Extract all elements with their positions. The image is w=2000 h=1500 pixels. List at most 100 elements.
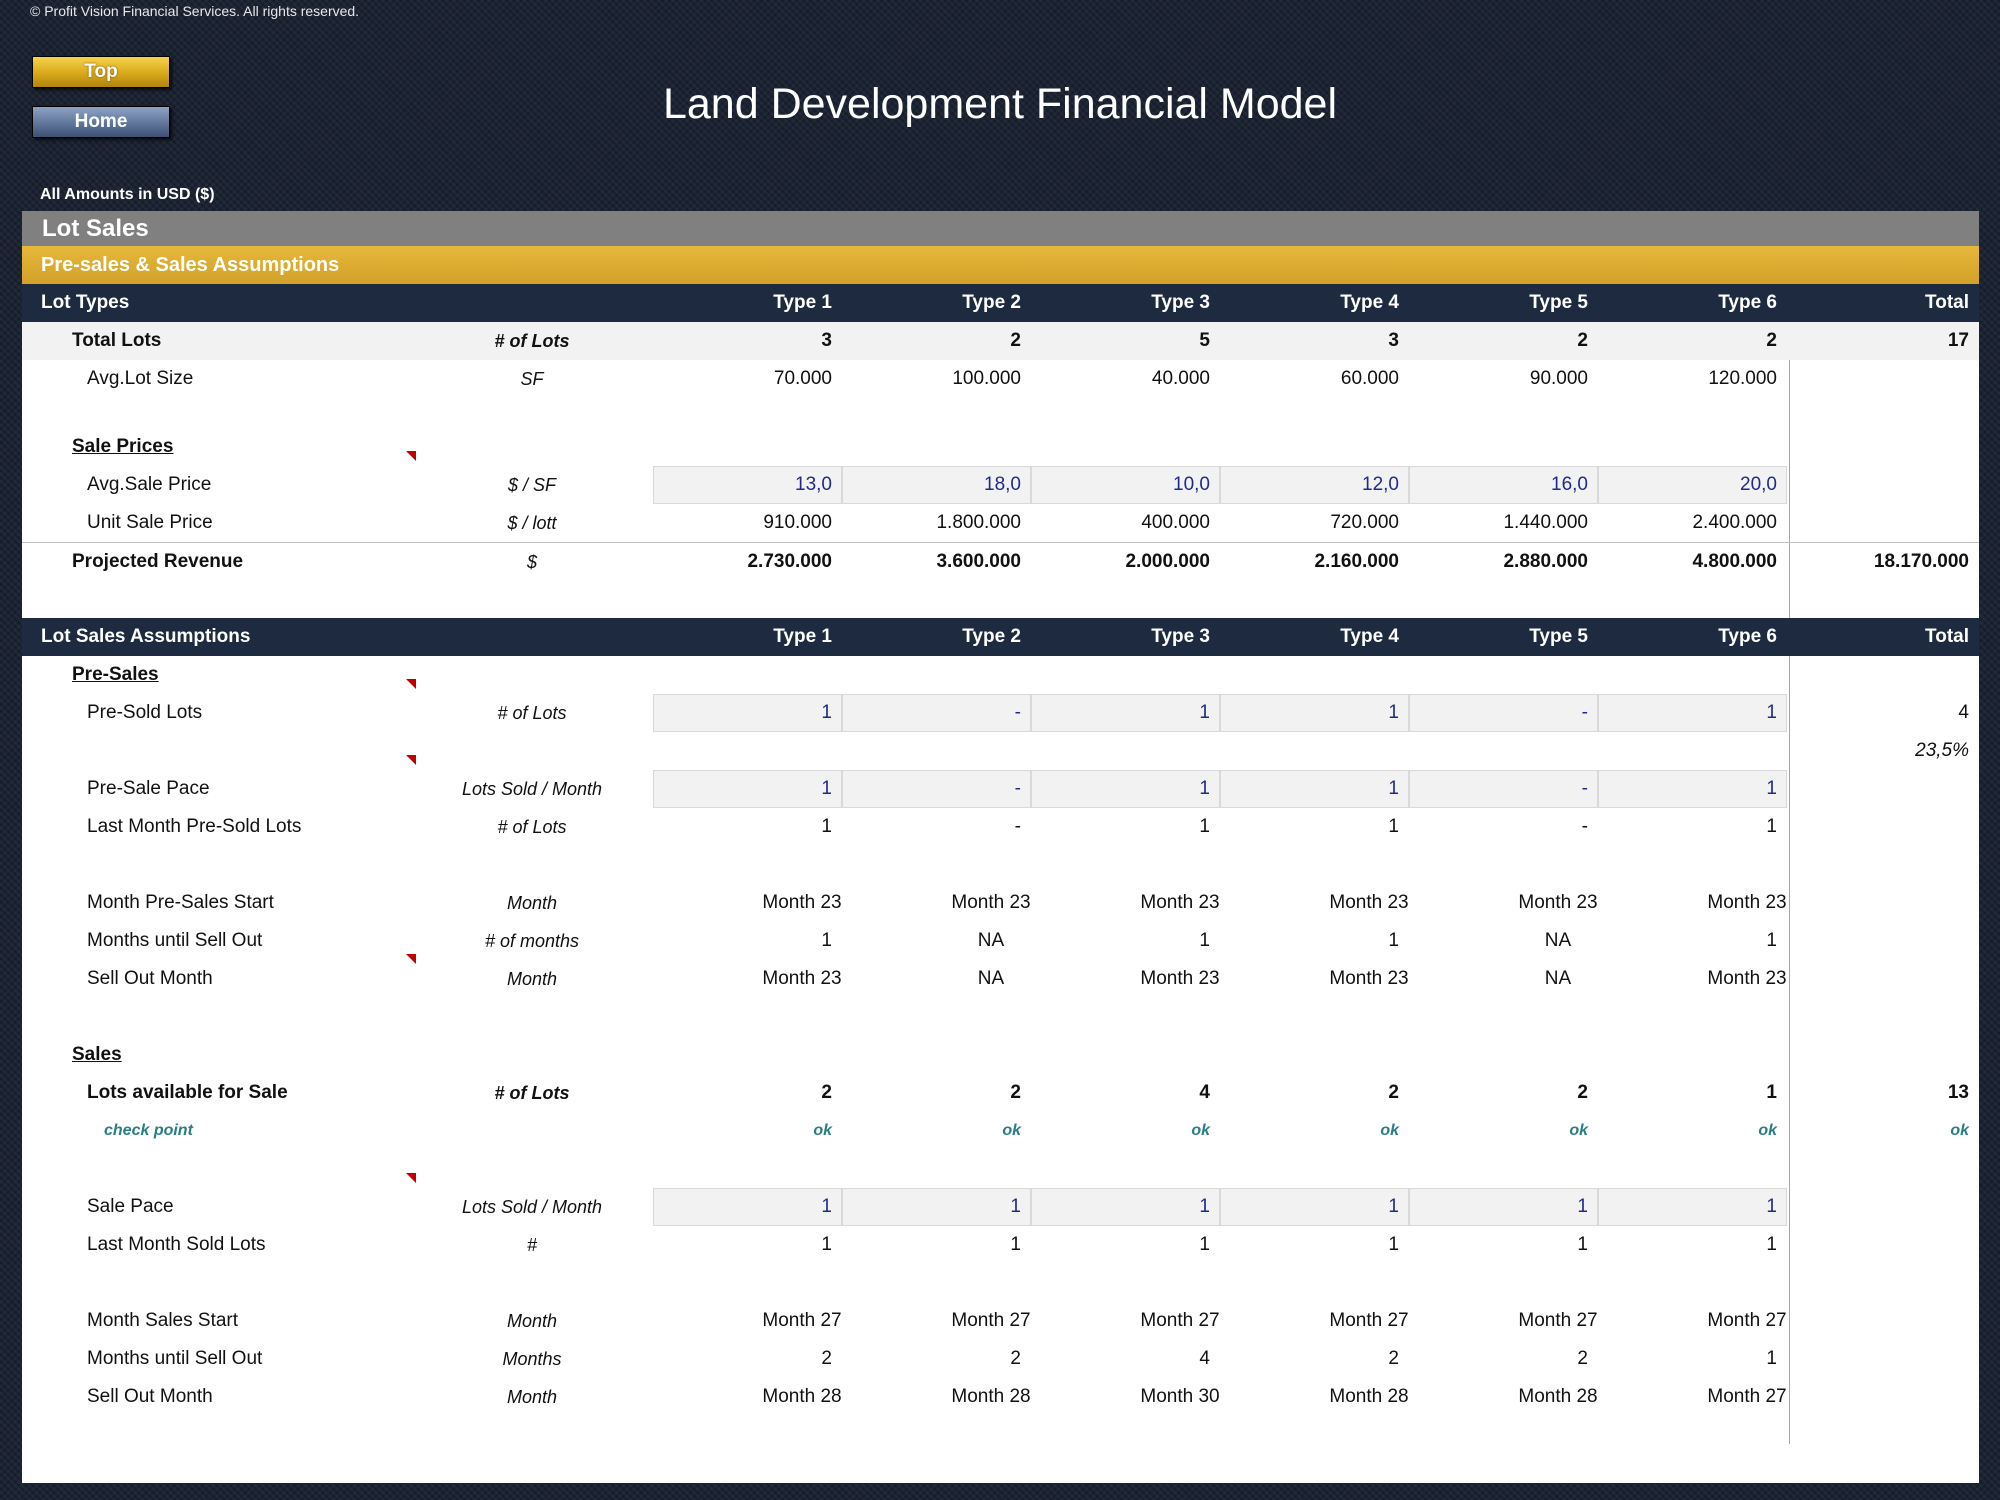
value-type-2: 2 [1010,1082,1021,1103]
unit-sale-price-row: Unit Sale Price $ / lott 910.000 1.800.000 4… [22,504,1979,542]
value-type-4[interactable]: 1 [1388,778,1399,799]
top-button[interactable]: Top [32,56,170,88]
value-type-5: 2 [1577,1082,1588,1103]
lot-types-header-row: Lot Types Type 1 Type 2 Type 3 Type 4 Type 5 T… [22,284,1979,322]
input-cell-type-2[interactable] [842,1188,1031,1226]
avg-lot-size-row: Avg.Lot Size SF 70.000 100.000 40.000 60.000 9… [22,360,1979,398]
value-type-2: Month 23 [951,892,1031,913]
value-type-3[interactable]: 1 [1199,702,1210,723]
row-label: Avg.Sale Price [87,474,212,495]
input-cell-type-2[interactable] [842,694,1031,732]
value-type-1: 70.000 [773,368,832,389]
value-type-1: 3 [821,330,832,351]
home-button[interactable]: Home [32,106,170,138]
input-cell-type-6[interactable] [1598,694,1787,732]
sell-out-month-row: Sell Out Month Month Month 28 Month 28 Month… [22,1378,1979,1416]
input-cell-type-3[interactable] [1031,466,1220,504]
value-type-1[interactable]: 1 [821,778,832,799]
input-cell-type-1[interactable] [653,1188,842,1226]
input-cell-type-5[interactable] [1409,466,1598,504]
section-title: Lot Sales [22,211,1979,246]
input-cell-type-2[interactable] [842,770,1031,808]
value-type-1: 910.000 [763,512,832,533]
value-type-6[interactable]: 20,0 [1740,474,1777,495]
value-type-1[interactable]: 1 [821,702,832,723]
comment-indicator [406,451,416,461]
row-unit: $ / lott [507,513,557,533]
input-cell-type-4[interactable] [1220,694,1409,732]
value-type-3: ok [1191,1122,1210,1139]
row-label: Projected Revenue [72,551,244,572]
value-type-5: 90.000 [1529,368,1588,389]
value-type-6: 1 [1766,1234,1777,1255]
input-cell-type-3[interactable] [1031,1188,1220,1226]
input-cell-type-3[interactable] [1031,694,1220,732]
value-type-2: - [1014,816,1021,837]
input-cell-type-1[interactable] [653,694,842,732]
input-cell-type-6[interactable] [1598,1188,1787,1226]
value-type-2: 100.000 [952,368,1021,389]
value-type-2[interactable]: - [1014,778,1021,799]
row-label: check point [104,1122,193,1139]
value-type-1: 1 [821,1234,832,1255]
currency-note: All Amounts in USD ($) [40,186,215,203]
row-label: Pre-Sale Pace [87,778,210,799]
row-label: Lots available for Sale [87,1082,288,1103]
value-type-4[interactable]: 1 [1388,1196,1399,1217]
value-type-6: Month 23 [1707,892,1787,913]
value-type-3: Month 23 [1140,892,1220,913]
value-type-2: NA [977,968,1005,989]
input-cell-type-5[interactable] [1409,1188,1598,1226]
value-type-3: 1 [1199,1234,1210,1255]
value-type-5[interactable]: - [1581,778,1588,799]
input-cell-type-2[interactable] [842,466,1031,504]
header-type-5: Type 5 [1529,626,1588,647]
value-type-5[interactable]: 16,0 [1551,474,1588,495]
copyright-notice: © Profit Vision Financial Services. All … [30,3,360,19]
header-type-4: Type 4 [1340,292,1399,313]
value-type-6: 4.800.000 [1692,551,1777,572]
value-type-3: Month 27 [1140,1310,1220,1331]
value-type-4: 2 [1388,1082,1399,1103]
value-type-6[interactable]: 1 [1766,1196,1777,1217]
value-type-2[interactable]: - [1014,702,1021,723]
value-type-4[interactable]: 1 [1388,702,1399,723]
row-label: Sale Pace [87,1196,174,1217]
input-cell-type-4[interactable] [1220,770,1409,808]
input-cell-type-5[interactable] [1409,694,1598,732]
header-type-1: Type 1 [773,626,832,647]
value-type-1[interactable]: 13,0 [795,474,832,495]
value-type-3: 400.000 [1141,512,1210,533]
value-type-2[interactable]: 18,0 [984,474,1021,495]
input-cell-type-5[interactable] [1409,770,1598,808]
row-label: Pre-Sold Lots [87,702,203,723]
value-type-5[interactable]: 1 [1577,1196,1588,1217]
input-cell-type-1[interactable] [653,466,842,504]
row-label: Sell Out Month [87,968,213,989]
value-type-6[interactable]: 1 [1766,778,1777,799]
input-cell-type-1[interactable] [653,770,842,808]
input-cell-type-6[interactable] [1598,770,1787,808]
input-cell-type-6[interactable] [1598,466,1787,504]
input-cell-type-4[interactable] [1220,466,1409,504]
value-type-2[interactable]: 1 [1010,1196,1021,1217]
value-type-3[interactable]: 10,0 [1173,474,1210,495]
value-type-5: Month 27 [1518,1310,1598,1331]
value-type-4[interactable]: 12,0 [1362,474,1399,495]
avg-sale-price-row: Avg.Sale Price $ / SF 13,0 18,0 10,0 12,0 16,0… [22,451,1979,504]
value-type-6[interactable]: 1 [1766,702,1777,723]
row-total: ok [1950,1122,1969,1139]
row-unit: Month [506,1311,558,1331]
row-total: 13 [1947,1082,1969,1103]
value-type-5: NA [1544,930,1572,951]
input-cell-type-3[interactable] [1031,770,1220,808]
row-total: 17 [1947,330,1969,351]
input-cell-type-4[interactable] [1220,1188,1409,1226]
value-type-1: 1 [821,816,832,837]
value-type-5[interactable]: - [1581,702,1588,723]
page-title: Land Development Financial Model [662,80,1338,128]
value-type-3[interactable]: 1 [1199,1196,1210,1217]
check-point-row: check point ok ok ok ok ok ok ok [22,1112,1979,1150]
value-type-1[interactable]: 1 [821,1196,832,1217]
value-type-3[interactable]: 1 [1199,778,1210,799]
